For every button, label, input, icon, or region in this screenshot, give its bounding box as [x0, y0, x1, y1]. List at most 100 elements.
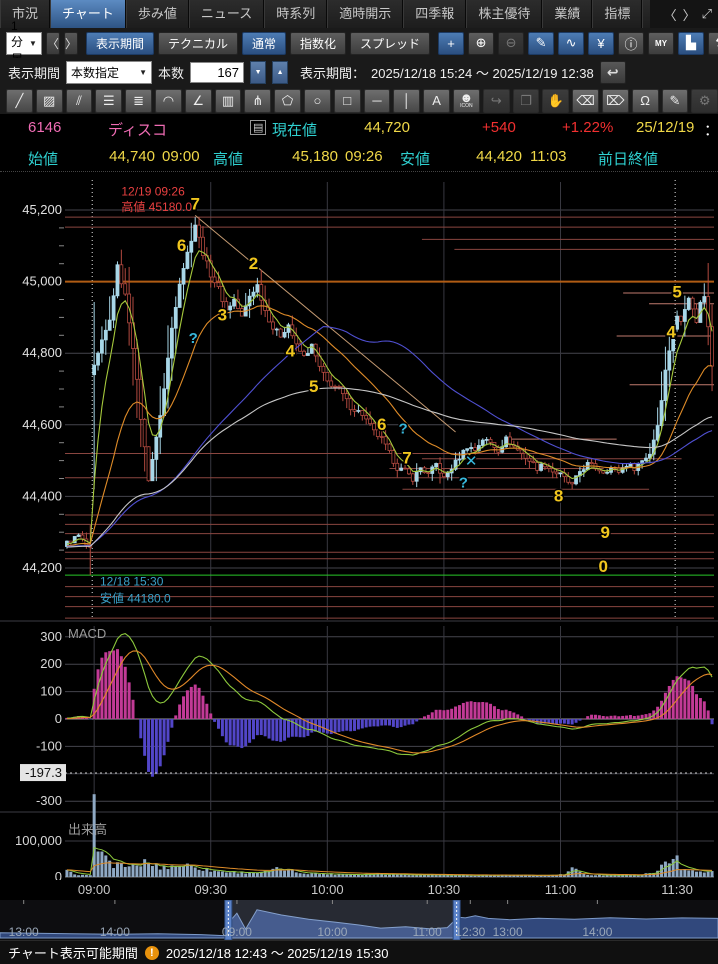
scroll-tabs-left-button[interactable]: 〈 [663, 7, 677, 23]
settings-tool-button[interactable]: ⚙ [691, 88, 718, 113]
lock-edit-tool-button[interactable]: ✎ [661, 88, 689, 113]
crosshair-button[interactable]: + [438, 31, 465, 55]
pitchfork-tool-button[interactable]: ⋔ [244, 88, 272, 113]
tab-2[interactable]: チャート [50, 0, 126, 28]
horizontal-lines-tool-button[interactable]: ☰ [95, 88, 123, 113]
display-range-value: 2025/12/18 15:24 ～ 2025/12/19 12:38 [371, 66, 594, 81]
eraser-all-tool-button[interactable]: ⌦ [601, 88, 629, 113]
signal-mark[interactable]: 5 [671, 281, 683, 303]
trend-cursor-button[interactable]: ∿ [558, 31, 585, 55]
signal-mark[interactable]: 3 [216, 304, 228, 326]
magnet-tool-button[interactable]: Ω [631, 88, 659, 113]
drawn-trendline[interactable] [194, 214, 456, 433]
bar-count-decrement-button[interactable]: ▼ [250, 61, 267, 84]
range-mode-label: 表示期間 [8, 66, 61, 81]
signal-mark[interactable]: ✕ [463, 451, 479, 471]
tab-8[interactable]: 株主優待 [466, 0, 543, 28]
copy-tool-button[interactable]: ❐ [512, 88, 540, 113]
price-chart-panel[interactable]: 45,20045,00044,80044,60044,40044,2007623… [0, 172, 718, 620]
navigator-canvas[interactable]: 13:00 14:00 09:00 10:00 11:00 12:30 13:00 14:00 [0, 899, 718, 941]
quote-row: 6146 ディスコ ▤ 現在値 44,720 +540 +1.22% 25/12… [0, 114, 718, 143]
tab-10[interactable]: 指標 [592, 0, 643, 28]
icon-stamp-caption: ICON [460, 103, 473, 109]
info-button[interactable]: ⓘ [618, 31, 645, 55]
signal-mark[interactable]: 7 [401, 447, 413, 469]
signal-mark[interactable]: 6 [375, 414, 387, 436]
vertical-lines-tool-button[interactable]: ▥ [214, 88, 242, 113]
multi-horizontal-lines-tool-button[interactable]: ≣ [125, 88, 152, 113]
macd-panel[interactable]: 300 200 100 0 -100 -300 -197.3 MACD [0, 620, 718, 815]
parallel-lines-tool-button[interactable]: ⫽ [65, 88, 93, 113]
toolbar-button[interactable]: テクニカル [157, 31, 238, 55]
bar-count-input[interactable]: 167 [190, 62, 245, 83]
my-settings-button[interactable]: MY [648, 31, 675, 55]
tab-6[interactable]: 適時開示 [327, 0, 404, 28]
ruler-tool-button[interactable]: ▨ [35, 88, 63, 113]
tab-1[interactable]: 市況 [0, 0, 51, 28]
range-mode-select[interactable]: 本数指定 ▼ [66, 61, 153, 84]
horizontal-segment-tool-button[interactable]: ─ [363, 88, 391, 113]
icon-stamp-tool-button[interactable]: ☻ ICON [452, 88, 480, 113]
toolbar-button[interactable]: スプレッド [350, 31, 431, 55]
eraser-tool-button[interactable]: ⌫ [572, 88, 599, 113]
vertical-segment-tool-button[interactable]: │ [393, 88, 421, 113]
signal-mark[interactable]: 5 [307, 376, 319, 398]
expand-window-icon[interactable]: ⤢ [701, 6, 712, 21]
price-axis-label: 44,400 [22, 488, 62, 503]
chart-area: 45,200 45,000 44,800 44,600 44,400 44,200 7 6 2 3… [0, 172, 718, 900]
pentagon-tool-button[interactable]: ⬠ [274, 88, 301, 113]
tab-7[interactable]: 四季報 [403, 0, 467, 28]
hand-tool-button[interactable]: ✋ [542, 88, 570, 113]
drawing-toolbar: ╱ ▨ ⫽ ☰ ≣ ◠ ∠ ▥ ⋔ ⬠ ○ □ ─ │ A ☻ ICON ↪ ❐ ✋ ⌫ ⌦ Ω ✎ ⚙ [0, 87, 718, 114]
tab-9[interactable]: 業績 [542, 0, 593, 28]
rectangle-tool-button[interactable]: □ [333, 88, 361, 113]
signal-mark[interactable]: ? [187, 329, 199, 349]
trendline-tool-button[interactable]: ╱ [6, 88, 33, 113]
signal-mark[interactable]: 0 [597, 556, 609, 578]
scroll-chart-left-button[interactable]: 〈 [45, 31, 60, 55]
fan-lines-tool-button[interactable]: ∠ [184, 88, 212, 113]
volume-panel[interactable]: 100,000 0 出来高 [0, 790, 718, 880]
scroll-tabs-right-button[interactable]: 〉 [682, 7, 696, 23]
area-chart-button[interactable]: ▙ [678, 31, 705, 55]
pencil-button[interactable]: ✎ [528, 31, 555, 55]
my-settings-icon: MY [655, 38, 668, 48]
tab-11[interactable]: 業種 [642, 0, 650, 28]
tab-3[interactable]: 歩み値 [125, 0, 189, 28]
signal-mark[interactable]: ? [457, 473, 469, 493]
signal-mark[interactable]: 4 [284, 340, 297, 362]
signal-mark[interactable]: 6 [175, 235, 187, 257]
toolbar-button[interactable]: 通常 [241, 31, 286, 55]
signal-mark[interactable]: ? [397, 419, 409, 439]
recall-tool-button[interactable]: ↪ [482, 88, 510, 113]
tab-bar: 市況チャート歩み値ニュース時系列適時開示四季報株主優待業績指標業種 〈 〉 ⤢ [0, 0, 718, 29]
timeframe-select[interactable]: 1分足 ▼ [6, 19, 42, 66]
zoom-out-button[interactable]: ⊖ [498, 31, 525, 55]
bar-count-increment-button[interactable]: ▲ [272, 61, 289, 84]
tab-5[interactable]: 時系列 [264, 0, 328, 28]
volume-axis-label: 100,000 [15, 833, 62, 848]
time-axis-label: 09:30 [194, 882, 227, 897]
ellipse-tool-button[interactable]: ○ [303, 88, 331, 113]
signal-mark[interactable]: 2 [247, 252, 259, 274]
zoom-in-button[interactable]: ⊕ [468, 31, 495, 55]
reset-range-button[interactable]: ↩ [599, 61, 626, 84]
fibonacci-arc-tool-button[interactable]: ◠ [154, 88, 182, 113]
signal-mark[interactable]: 7 [189, 193, 201, 215]
scroll-chart-right-button[interactable]: 〉 [63, 31, 78, 55]
multi-horizontal-lines-tool-icon: ≣ [133, 92, 145, 108]
toolbar-button[interactable]: 表示期間 [85, 31, 154, 55]
tab-4[interactable]: ニュース [188, 0, 265, 28]
signal-mark[interactable]: 4 [665, 321, 678, 343]
copy-tool-icon: ❐ [520, 92, 532, 108]
yen-button[interactable]: ¥ [588, 31, 615, 55]
signal-mark[interactable]: 8 [552, 485, 564, 507]
toolbar-button[interactable]: 指数化 [290, 31, 347, 55]
pentagon-tool-icon: ⬠ [281, 92, 294, 108]
rectangle-tool-icon: □ [343, 92, 352, 108]
text-tool-button[interactable]: A [423, 88, 450, 113]
order-board-icon[interactable]: ▤ [250, 120, 267, 135]
wrench-button[interactable]: ⚒ [708, 31, 718, 55]
navigator-selection[interactable] [228, 900, 457, 940]
signal-mark[interactable]: 9 [599, 522, 611, 544]
